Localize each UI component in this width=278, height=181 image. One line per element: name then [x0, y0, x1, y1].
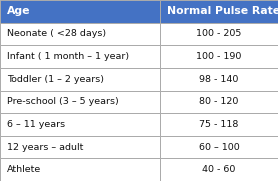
Text: 100 - 205: 100 - 205 [196, 30, 242, 38]
Text: 100 - 190: 100 - 190 [196, 52, 242, 61]
Text: Neonate ( <28 days): Neonate ( <28 days) [7, 30, 106, 38]
Text: 6 – 11 years: 6 – 11 years [7, 120, 65, 129]
Bar [0, 113, 160, 136]
Bar [160, 23, 278, 45]
Text: Infant ( 1 month – 1 year): Infant ( 1 month – 1 year) [7, 52, 129, 61]
Bar [0, 45, 160, 68]
Bar [0, 90, 160, 113]
Text: Age: Age [7, 6, 31, 16]
Text: Pre-school (3 – 5 years): Pre-school (3 – 5 years) [7, 97, 119, 106]
Text: Athlete: Athlete [7, 165, 41, 174]
Bar [0, 23, 160, 45]
Text: 12 years – adult: 12 years – adult [7, 143, 83, 151]
Bar [160, 158, 278, 181]
Bar [0, 68, 160, 90]
Bar [160, 68, 278, 90]
Bar [0, 0, 160, 23]
Text: Toddler (1 – 2 years): Toddler (1 – 2 years) [7, 75, 104, 84]
Bar [160, 113, 278, 136]
Bar [0, 136, 160, 158]
Text: 98 - 140: 98 - 140 [199, 75, 239, 84]
Text: 60 – 100: 60 – 100 [198, 143, 239, 151]
Bar [0, 158, 160, 181]
Text: 75 - 118: 75 - 118 [199, 120, 239, 129]
Text: Normal Pulse Rate: Normal Pulse Rate [167, 6, 278, 16]
Bar [160, 45, 278, 68]
Bar [160, 136, 278, 158]
Text: 40 - 60: 40 - 60 [202, 165, 236, 174]
Bar [160, 0, 278, 23]
Text: 80 - 120: 80 - 120 [199, 97, 239, 106]
Bar [160, 90, 278, 113]
